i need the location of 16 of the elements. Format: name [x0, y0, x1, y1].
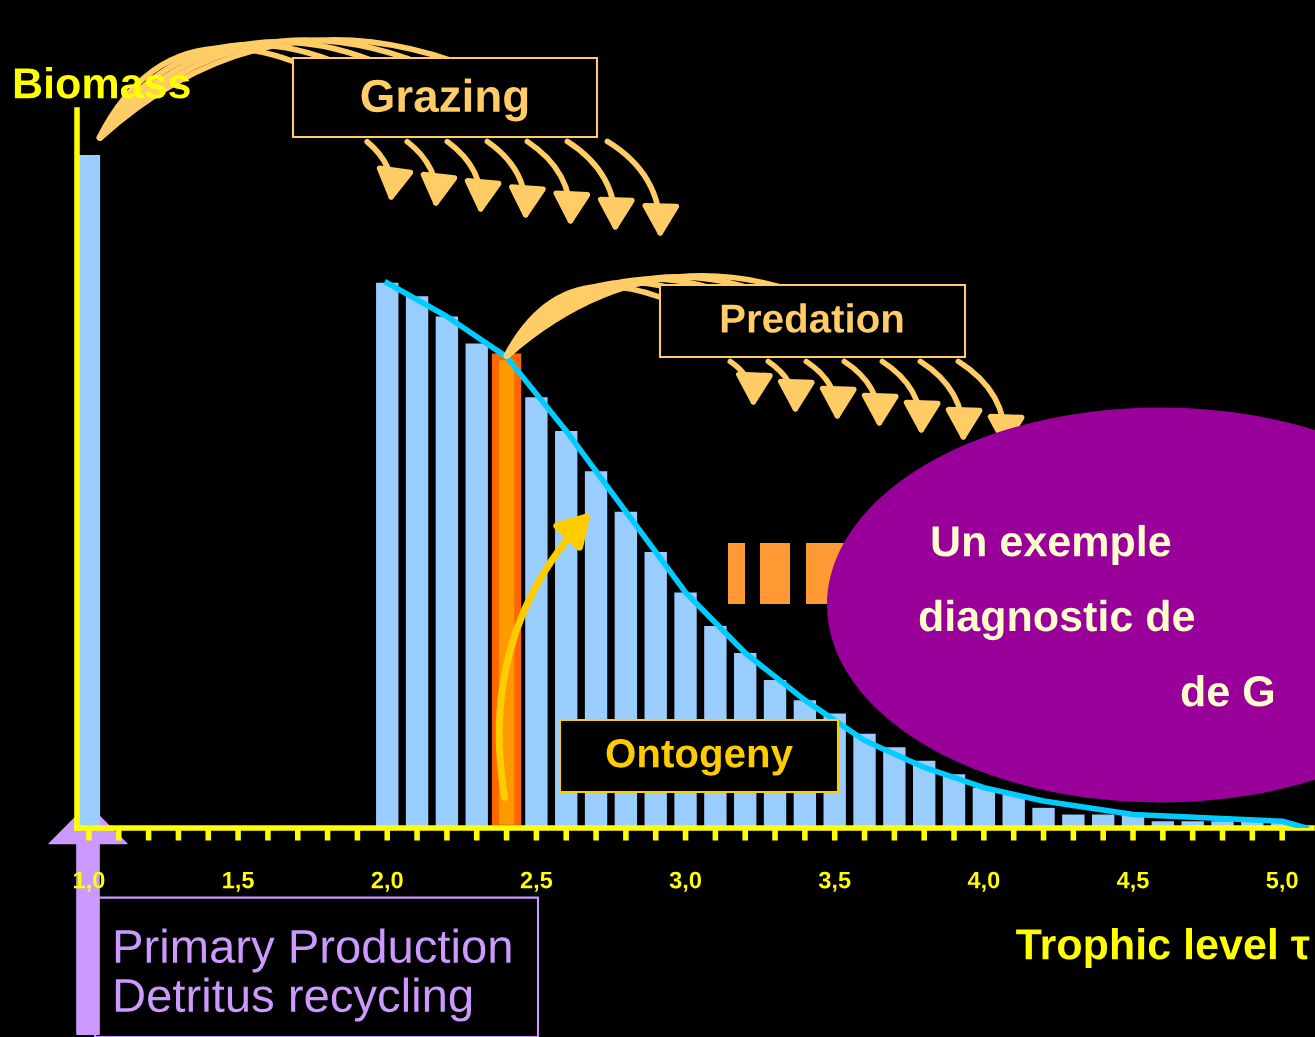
x-tick-label: 2,0	[371, 871, 403, 892]
x-tick-label: 1,5	[223, 871, 254, 892]
annotation: Ontogeny	[606, 739, 793, 776]
x-tick-label: 3,0	[669, 871, 701, 892]
annotation: diagnostic de	[919, 599, 1195, 641]
x-tick-label: 5,0	[1266, 871, 1298, 892]
x-tick-label: 4,0	[967, 871, 1000, 892]
text: Primary Production Detritus recycling	[115, 928, 511, 1022]
annotation: Predation	[721, 303, 903, 333]
x-tick-label: 4,5	[1116, 871, 1149, 892]
annotation: Un exemple	[932, 524, 1171, 566]
text: Grazing	[361, 78, 528, 122]
x-tick-label: 2,5	[520, 871, 553, 892]
x-axis-title: Trophic level τ	[1016, 927, 1310, 969]
annotation: de G	[1181, 674, 1274, 707]
x-tick-label: 3,5	[818, 871, 851, 892]
